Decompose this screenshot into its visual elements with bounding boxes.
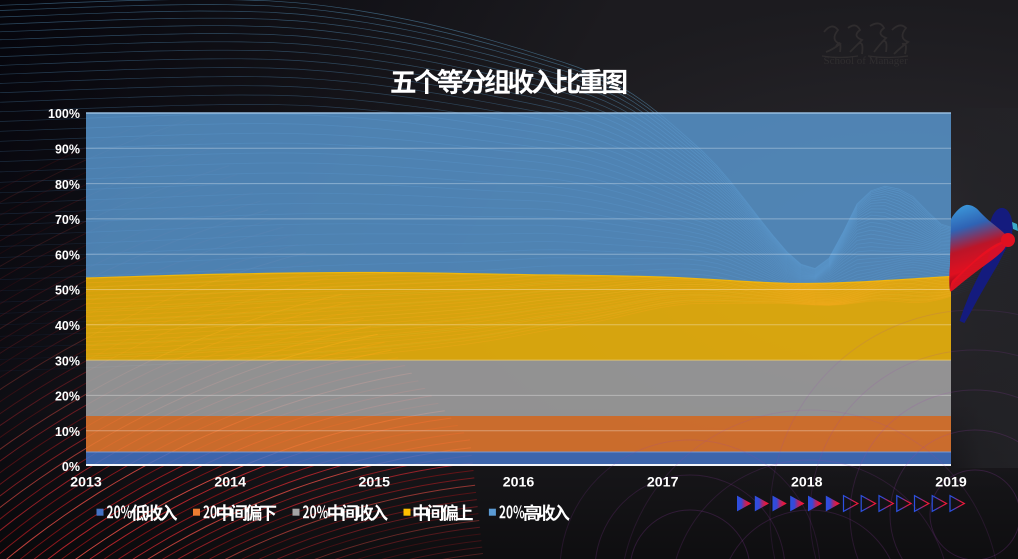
svg-text:30%: 30% (55, 354, 80, 368)
svg-text:20%: 20% (55, 390, 80, 404)
svg-text:2019: 2019 (935, 475, 967, 491)
svg-text:2015: 2015 (359, 475, 391, 491)
svg-text:70%: 70% (55, 213, 80, 227)
svg-text:2013: 2013 (70, 475, 102, 491)
svg-text:10%: 10% (55, 425, 80, 439)
svg-text:90%: 90% (55, 143, 80, 157)
svg-text:2016: 2016 (503, 475, 535, 491)
svg-text:100%: 100% (48, 107, 80, 121)
svg-text:2017: 2017 (647, 475, 679, 491)
svg-text:2018: 2018 (791, 475, 823, 491)
svg-text:50%: 50% (55, 284, 80, 298)
svg-text:0%: 0% (62, 460, 80, 474)
svg-text:40%: 40% (55, 319, 80, 333)
svg-text:80%: 80% (55, 178, 80, 192)
svg-text:2014: 2014 (214, 475, 246, 491)
svg-text:60%: 60% (55, 248, 80, 262)
